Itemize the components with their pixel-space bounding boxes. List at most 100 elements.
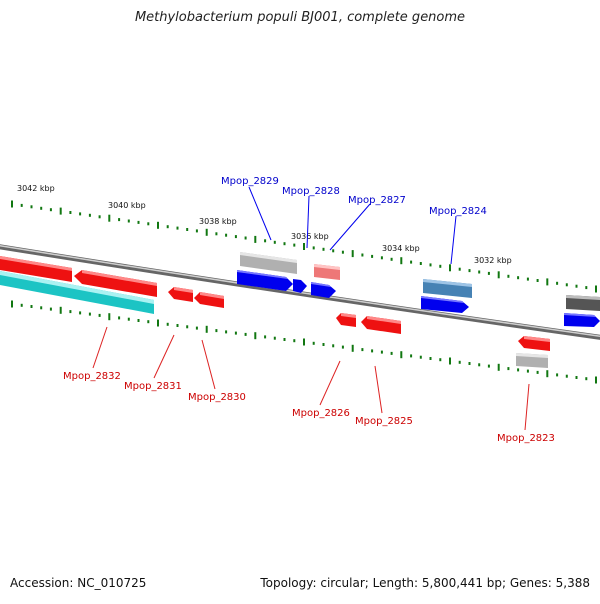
lower-scale-tick <box>468 362 471 365</box>
lower-scale-tick <box>137 319 140 322</box>
lower-scale-tick <box>79 311 82 315</box>
lower-scale-tick <box>234 331 237 335</box>
lower-scale-tick <box>215 329 218 333</box>
gene-label-mpop-2830[interactable]: Mpop_2830 <box>188 392 246 403</box>
gene-label-mpop-2832[interactable]: Mpop_2832 <box>63 371 121 382</box>
upper-scale-tick <box>186 228 189 231</box>
gene-block-mpop-2825[interactable] <box>361 316 401 334</box>
gene-label-mpop-2825[interactable]: Mpop_2825 <box>355 416 413 427</box>
gene-label-mpop-2824[interactable]: Mpop_2824 <box>429 206 487 217</box>
upper-scale-tick <box>526 277 529 281</box>
lower-scale-tick <box>20 303 23 307</box>
gene-block-mpop-2829-blue[interactable] <box>237 270 293 291</box>
upper-scale-tick <box>166 225 169 229</box>
upper-scale-tick <box>118 218 121 222</box>
gene-block-mpop-2829-gray[interactable] <box>240 252 297 274</box>
lower-scale-tick <box>59 306 62 314</box>
lower-scale-tick <box>303 338 305 346</box>
lower-scale-tick <box>118 316 121 320</box>
lower-scale-tick <box>380 350 383 354</box>
upper-scale-tick <box>225 233 228 237</box>
upper-scale-tick <box>254 235 257 243</box>
gene-block-mpop-2823[interactable] <box>518 336 550 351</box>
upper-scale-tick <box>59 207 62 215</box>
gene-block-mpop-2823-gray[interactable] <box>516 353 548 368</box>
upper-scale-tick <box>147 222 150 226</box>
lower-scale-tick <box>390 351 393 355</box>
lower-scale-track <box>11 300 597 384</box>
gene-label-mpop-2826[interactable]: Mpop_2826 <box>292 408 350 419</box>
gene-block-mpop-2828[interactable] <box>293 279 307 293</box>
upper-scale-tick <box>176 226 179 230</box>
upper-scale-tick <box>536 279 539 282</box>
lower-scale-tick <box>565 374 568 378</box>
scale-label-3042: 3042 kbp <box>17 184 55 193</box>
gene-label-mpop-2827[interactable]: Mpop_2827 <box>348 195 406 206</box>
upper-scale-tick <box>88 213 91 217</box>
gene-block-mpop-2827-pink[interactable] <box>314 264 340 280</box>
gene-block-mpop-2827-blue[interactable] <box>311 282 336 298</box>
lower-scale-tick <box>312 341 315 345</box>
gene-label-mpop-2829[interactable]: Mpop_2829 <box>221 176 279 187</box>
lower-scale-tick <box>458 360 461 364</box>
upper-scale-tick <box>341 250 344 254</box>
lower-scale-tick <box>536 370 539 374</box>
gene-block-blue-right[interactable] <box>564 313 600 327</box>
upper-scale-tick <box>79 212 82 216</box>
lower-scale-tick <box>449 357 451 365</box>
upper-scale-tick <box>157 221 159 229</box>
lower-scale-tick <box>410 354 413 358</box>
upper-scale-tick <box>380 256 383 260</box>
gene-block-teal[interactable] <box>0 271 154 314</box>
gene-block-dark-right[interactable] <box>566 295 600 311</box>
lower-scale-tick <box>575 376 578 379</box>
scale-label-3034: 3034 kbp <box>382 244 420 253</box>
lower-scale-tick <box>595 376 597 384</box>
gene-block-mpop-2824-steel[interactable] <box>423 279 472 298</box>
scale-label-3032: 3032 kbp <box>474 256 512 265</box>
upper-scale-tick <box>565 283 568 287</box>
topology-text: Topology: circular; Length: 5,800,441 bp… <box>260 576 590 590</box>
gene-block-mpop-2830[interactable] <box>194 292 224 308</box>
upper-scale-track <box>11 200 597 293</box>
genome-backbone <box>0 244 600 340</box>
lower-scale-tick <box>487 364 490 368</box>
upper-scale-tick <box>283 242 286 246</box>
lower-scale-tick <box>556 373 559 377</box>
upper-scale-tick <box>419 262 422 265</box>
gene-label-mpop-2828[interactable]: Mpop_2828 <box>282 186 340 197</box>
upper-scale-tick <box>98 215 101 219</box>
lower-scale-tick <box>361 348 364 352</box>
upper-scale-tick <box>108 214 111 222</box>
lower-scale-tick <box>517 368 520 372</box>
upper-scale-tick <box>371 254 374 258</box>
lower-scale-tick <box>244 332 247 336</box>
map-title: Methylobacterium populi BJ001, complete … <box>134 10 466 25</box>
lower-scale-tick <box>341 345 344 349</box>
upper-scale-tick <box>69 211 72 214</box>
lower-scale-tick <box>147 320 150 324</box>
lower-scale-tick <box>264 335 267 339</box>
lower-scale-tick <box>195 326 198 330</box>
gene-label-mpop-2831[interactable]: Mpop_2831 <box>124 381 182 392</box>
lower-scale-tick <box>322 343 325 346</box>
upper-scale-tick <box>264 239 267 243</box>
lower-scale-tick <box>439 358 442 362</box>
gene-label-mpop-2823[interactable]: Mpop_2823 <box>497 433 555 444</box>
upper-scale-tick <box>293 243 296 247</box>
gene-block-mpop-2831[interactable] <box>168 287 193 302</box>
gene-block-mpop-2832-b[interactable] <box>74 270 157 297</box>
upper-scale-tick <box>234 235 237 239</box>
upper-scale-tick <box>468 269 471 273</box>
upper-scale-tick <box>556 281 559 285</box>
gene-block-mpop-2826[interactable] <box>336 313 356 327</box>
gene-block-mpop-2824-blue[interactable] <box>421 296 469 313</box>
lower-scale-tick <box>88 312 91 316</box>
lower-scale-tick <box>273 336 276 340</box>
lower-scale-tick <box>526 369 529 373</box>
lower-scale-tick <box>225 330 228 334</box>
gene-block-mpop-2832-a[interactable] <box>0 256 72 282</box>
upper-scale-tick <box>215 232 218 236</box>
